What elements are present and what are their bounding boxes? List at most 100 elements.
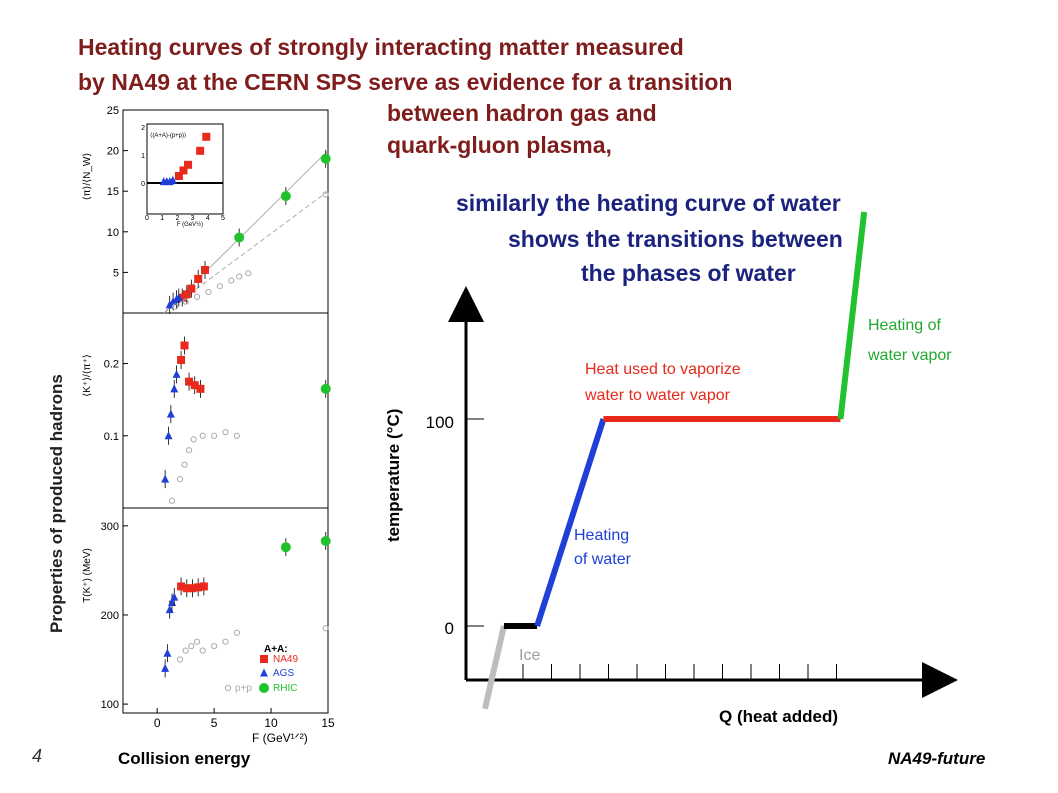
inset-ytick: 1 xyxy=(141,153,145,160)
panel-ylabel: ⟨π⟩/⟨N_W⟩ xyxy=(82,153,93,201)
ags-point xyxy=(170,592,179,601)
collision-energy-label: Collision energy xyxy=(118,749,251,768)
pp-point xyxy=(233,432,240,439)
inset-xlabel: F (GeV½) xyxy=(177,221,203,228)
rhic-point xyxy=(320,383,331,394)
pp-point xyxy=(236,273,243,280)
pp-point xyxy=(211,643,218,650)
annotation-heating-water-1: Heating xyxy=(574,527,629,544)
pp-point xyxy=(185,447,193,454)
na49-point xyxy=(177,355,186,364)
na49-point xyxy=(190,381,199,390)
na49-point xyxy=(182,290,191,299)
panel-3-frame xyxy=(122,507,329,714)
ytick-label: 15 xyxy=(107,186,119,198)
ags-point xyxy=(163,648,172,657)
ags-point xyxy=(164,431,173,440)
inset-xtick: 0 xyxy=(145,215,149,222)
ytick-label: 100 xyxy=(101,699,119,711)
title-line-1: Heating curves of strongly interacting m… xyxy=(78,34,684,60)
na49-point xyxy=(182,584,191,593)
na49-point xyxy=(194,274,203,283)
xtick-label: 5 xyxy=(211,716,218,730)
na49-point xyxy=(179,166,188,175)
pp-point xyxy=(172,303,179,310)
xtick-label: 0 xyxy=(154,716,161,730)
inset-ytick: 2 xyxy=(141,125,145,132)
pp-point xyxy=(245,270,252,277)
pp-point xyxy=(190,436,197,443)
inset-xtick: 3 xyxy=(191,215,195,222)
panel-xlabel: F (GeV¹ᐟ²) xyxy=(252,731,308,745)
xtick-label: 15 xyxy=(321,716,335,730)
water-xlabel: Q (heat added) xyxy=(719,707,838,726)
inset-label: ⟨(A+A)-(p+p)⟩ xyxy=(150,132,186,139)
na49-point xyxy=(178,293,187,302)
na49-point xyxy=(199,582,208,591)
ytick-label: 10 xyxy=(107,227,119,239)
na49-point xyxy=(201,265,209,274)
pp-point xyxy=(222,429,229,436)
rhic-point xyxy=(280,191,291,202)
na49-point xyxy=(185,377,194,386)
ytick-label: 5 xyxy=(113,267,119,279)
rhic-point xyxy=(320,535,331,546)
pp-point xyxy=(322,625,329,632)
legend-entry: AGS xyxy=(273,668,294,679)
pp-point xyxy=(182,298,189,305)
ytick-label: 0.1 xyxy=(104,431,119,443)
water-segment-4 xyxy=(837,211,868,420)
na49-point xyxy=(174,172,183,180)
inset-xtick: 2 xyxy=(175,215,179,222)
ags-point xyxy=(161,663,170,672)
annotation-heating-water-2: of water xyxy=(574,551,632,568)
legend-entry: NA49 xyxy=(273,654,298,665)
legend-pp: p+p xyxy=(235,683,252,694)
inset-ytick: 0 xyxy=(141,181,145,188)
pp-point xyxy=(205,288,212,295)
na49-point xyxy=(184,160,193,169)
na49-point xyxy=(180,341,189,350)
pp-point xyxy=(168,497,176,504)
na49-point xyxy=(188,584,197,593)
pp-point xyxy=(322,191,329,198)
ytick-label: 0.2 xyxy=(104,359,119,371)
pp-point xyxy=(193,293,201,300)
page-number: 4 xyxy=(32,746,43,766)
inset-xtick: 4 xyxy=(206,215,210,222)
ags-point xyxy=(166,409,175,418)
annotation-vaporize-1: Heat used to vaporize xyxy=(585,361,741,378)
subtitle-line-1: similarly the heating curve of water xyxy=(456,190,841,216)
na49-point xyxy=(194,583,203,592)
pp-point xyxy=(233,629,240,636)
ags-point xyxy=(169,297,178,306)
na49-point xyxy=(177,582,186,591)
pp-point xyxy=(228,277,235,284)
ytick-label: 200 xyxy=(101,610,119,622)
ags-point xyxy=(260,668,268,677)
ags-point xyxy=(172,369,181,378)
annotation-vapor-2: water vapor xyxy=(867,347,952,364)
rhic-point xyxy=(259,683,269,693)
ags-point xyxy=(168,175,177,184)
pp-point xyxy=(176,476,184,483)
pp-point xyxy=(211,432,218,439)
ags-point xyxy=(174,293,183,302)
title-line-3: between hadron gas and xyxy=(387,100,657,126)
ytick-100: 100 xyxy=(426,413,454,432)
pp-point xyxy=(199,647,206,654)
subtitle-line-3: the phases of water xyxy=(581,260,796,286)
inset-xtick: 5 xyxy=(221,215,225,222)
na49-point xyxy=(187,284,196,293)
subtitle-line-2: shows the transitions between xyxy=(508,226,843,252)
ags-point xyxy=(170,384,179,393)
water-segment-2 xyxy=(534,418,607,627)
annotation-vapor-1: Heating of xyxy=(868,317,941,334)
water-segment-0 xyxy=(482,625,507,710)
legend-entry: RHIC xyxy=(273,683,297,694)
pp-point xyxy=(193,638,201,645)
na49-point xyxy=(196,146,205,155)
pp-point xyxy=(224,684,232,692)
